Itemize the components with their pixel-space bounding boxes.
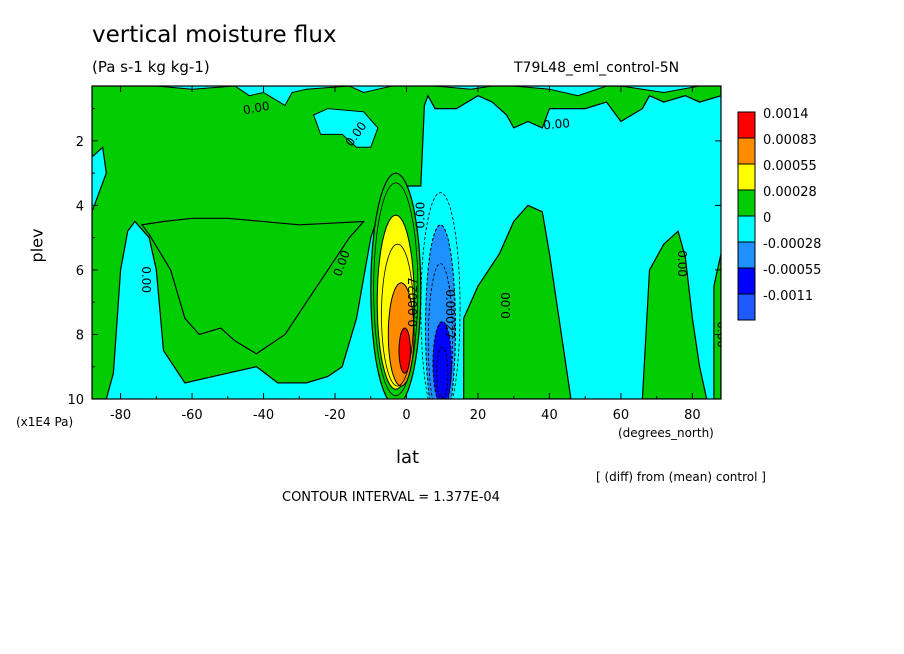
x-tick-label: 40 — [541, 408, 558, 423]
contour-label: 0.00027 — [406, 277, 420, 327]
legend-label: 0.0014 — [763, 107, 809, 122]
legend-label: 0.00083 — [763, 133, 817, 148]
legend-label: 0 — [763, 211, 771, 226]
contour-label: 0.00 — [242, 99, 271, 117]
legend-swatch — [737, 137, 756, 165]
diff-note: [ (diff) from (mean) control ] — [596, 470, 766, 484]
x-axis-label: lat — [396, 447, 420, 468]
x-axis-units: (degrees_north) — [618, 426, 714, 440]
y-tick-label: 8 — [76, 328, 84, 343]
field-hole-subtropics — [312, 108, 379, 148]
legend-swatch — [737, 215, 756, 243]
legend-swatch — [737, 189, 756, 217]
x-tick-label: -40 — [253, 408, 274, 423]
contour-line-positive-1 — [381, 243, 415, 387]
contour-label: 0.00 — [413, 202, 427, 229]
legend-swatch — [737, 111, 756, 139]
y-tick-label: 6 — [76, 264, 84, 279]
field-positive-edge — [713, 253, 721, 399]
contour-interval: CONTOUR INTERVAL = 1.377E-04 — [282, 490, 500, 505]
legend-swatch — [737, 293, 756, 321]
legend-label: 0.00055 — [763, 159, 817, 174]
legend-swatch — [737, 267, 756, 295]
field-positive-east — [641, 230, 708, 399]
legend-label: -0.00055 — [763, 263, 821, 278]
x-tick-label: 0 — [402, 408, 410, 423]
legend-label: -0.00028 — [763, 237, 821, 252]
legend-label: -0.0011 — [763, 289, 813, 304]
x-tick-label: -80 — [110, 408, 131, 423]
legend-label: 0.00028 — [763, 185, 817, 200]
contour-line-positive-0 — [373, 182, 419, 397]
contour-label: 0.00 — [675, 250, 689, 277]
chart-title: vertical moisture flux — [92, 22, 337, 48]
y-tick-label: 2 — [76, 135, 84, 150]
contour-line-negative-0 — [420, 192, 461, 399]
field-hole-north-3 — [620, 86, 700, 94]
y-tick-label: 10 — [67, 393, 84, 408]
x-tick-label: 80 — [684, 408, 701, 423]
contour-label: -0.00027 — [443, 285, 457, 339]
contour-label: 0.00 — [139, 266, 153, 293]
chart-units: (Pa s-1 kg kg-1) — [92, 58, 210, 76]
contour-line-negative-2 — [436, 346, 449, 399]
x-tick-label: 60 — [613, 408, 630, 423]
run-label: T79L48_eml_control-5N — [514, 60, 680, 76]
x-tick-label: 20 — [470, 408, 487, 423]
contour-label: 0.00 — [499, 292, 513, 319]
field-negative--0.00055 — [432, 321, 452, 399]
contour-label: 0.00 — [543, 116, 571, 132]
field-positive-tongue — [140, 217, 365, 355]
y-axis-units: (x1E4 Pa) — [16, 415, 74, 429]
field-hole-upper-left — [156, 86, 393, 107]
y-tick-label: 4 — [76, 199, 84, 214]
field-hole-north-2 — [513, 86, 607, 97]
field-positive-equatorial — [463, 204, 572, 399]
x-tick-label: -20 — [324, 408, 345, 423]
legend-swatch — [737, 241, 756, 269]
legend-swatch — [737, 163, 756, 191]
contour-line-negative-1 — [427, 263, 454, 399]
x-tick-label: -60 — [181, 408, 202, 423]
